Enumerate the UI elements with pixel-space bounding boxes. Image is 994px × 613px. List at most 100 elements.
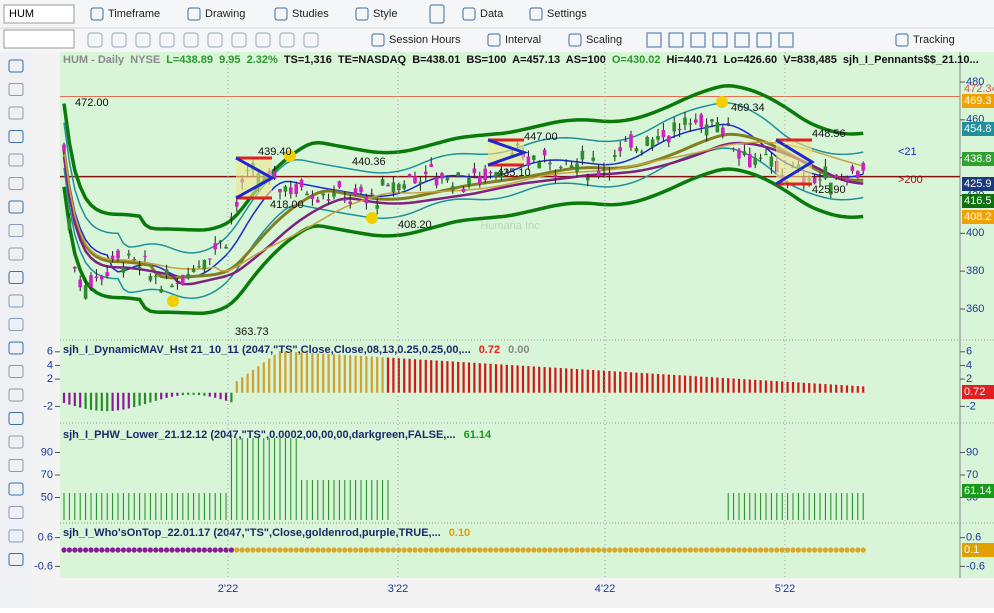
- state-dot: [110, 547, 116, 553]
- y-tick-label: 6: [966, 346, 972, 358]
- toolbar-button[interactable]: Timeframe: [108, 8, 160, 20]
- toolbar-button[interactable]: Drawing: [205, 8, 245, 20]
- state-dot: [531, 547, 537, 553]
- toolbar-icon: [668, 32, 684, 48]
- state-dot: [569, 547, 575, 553]
- state-dot: [272, 547, 278, 553]
- state-dot: [779, 547, 785, 553]
- state-dot: [169, 547, 175, 553]
- state-dot: [282, 547, 288, 553]
- tool-icon: [8, 482, 24, 496]
- candle: [397, 183, 401, 191]
- state-dot: [358, 547, 364, 553]
- y-tick-label: -2: [966, 400, 976, 412]
- state-dot: [137, 547, 143, 553]
- state-dot: [628, 547, 634, 553]
- candle: [499, 170, 504, 178]
- x-tick-label: 4'22: [595, 583, 615, 595]
- state-dot: [714, 547, 721, 553]
- y-tick-label: 2: [966, 373, 972, 385]
- toolbar-icon: [279, 32, 295, 48]
- annotation: 435.10: [497, 167, 531, 179]
- state-dot: [99, 547, 105, 553]
- candle: [823, 166, 828, 179]
- toolbar-icon: [646, 32, 662, 48]
- annotation: <21: [898, 146, 917, 158]
- candle: [677, 128, 682, 131]
- state-dot: [617, 547, 623, 553]
- toolbar-icon: [274, 7, 288, 21]
- candle: [753, 157, 757, 165]
- candle: [526, 156, 531, 166]
- pivot-dot: [284, 150, 296, 162]
- candle: [715, 122, 720, 133]
- candle: [645, 136, 649, 146]
- candle: [375, 205, 379, 209]
- candle: [726, 123, 730, 125]
- state-dot: [504, 547, 510, 553]
- candle: [704, 124, 709, 136]
- y-tick-label: 360: [966, 303, 984, 315]
- annotation: 425.90: [812, 184, 846, 196]
- state-dot: [525, 547, 532, 553]
- state-dot: [461, 547, 467, 553]
- candle: [748, 153, 752, 168]
- symbol-input[interactable]: [3, 4, 75, 24]
- pivot-dot: [167, 295, 179, 307]
- candle: [812, 177, 817, 184]
- toolbar-button[interactable]: Interval: [505, 34, 541, 46]
- x-tick-label: 5'22: [775, 583, 795, 595]
- state-dot: [509, 547, 515, 553]
- toolbar-button[interactable]: Tracking: [913, 34, 955, 46]
- candle: [548, 162, 552, 165]
- toolbar-button[interactable]: Data: [480, 8, 504, 20]
- y-tick-label: 4: [966, 359, 972, 371]
- pivot-dot: [716, 96, 728, 108]
- state-dot: [817, 547, 823, 553]
- state-dot: [223, 547, 229, 553]
- toolbar-icon: [429, 4, 445, 24]
- toolbar-button[interactable]: Scaling: [586, 34, 622, 46]
- input[interactable]: [3, 29, 75, 49]
- state-dot: [520, 547, 526, 553]
- candle: [418, 181, 423, 184]
- toolbar-button[interactable]: Style: [373, 8, 397, 20]
- state-dot: [191, 547, 197, 553]
- price-tag-label: 472.34: [964, 83, 994, 95]
- candle: [186, 274, 190, 279]
- indicator-value: 0.10: [449, 527, 470, 539]
- candle: [667, 135, 671, 143]
- candle: [856, 170, 860, 178]
- state-dot: [768, 547, 775, 553]
- state-dot: [207, 547, 213, 553]
- y-tick-label: 400: [966, 227, 984, 239]
- candle: [494, 172, 498, 177]
- state-dot: [299, 547, 305, 553]
- state-dot: [261, 547, 267, 553]
- candle: [294, 184, 298, 194]
- price-tag-label: 416.5: [964, 195, 992, 207]
- state-dot: [407, 547, 413, 553]
- indicator-value: 0.72: [479, 344, 500, 356]
- state-dot: [839, 547, 845, 553]
- candle: [407, 174, 412, 177]
- toolbar-button[interactable]: Session Hours: [389, 34, 461, 46]
- toolbar-button[interactable]: Studies: [292, 8, 329, 20]
- tool-icon: [8, 59, 24, 73]
- state-dot: [304, 547, 310, 553]
- state-dot: [666, 547, 672, 553]
- candle: [845, 177, 849, 182]
- x-tick-label: 2'22: [218, 583, 238, 595]
- tool-icon: [8, 318, 24, 331]
- toolbar-icon: [111, 32, 127, 48]
- candle: [467, 177, 471, 185]
- candle: [83, 285, 88, 299]
- toolbar-button[interactable]: Settings: [547, 8, 587, 20]
- toolbar-icon: [90, 7, 104, 21]
- candle: [202, 260, 207, 270]
- candle: [488, 171, 493, 174]
- state-dot: [833, 547, 839, 553]
- candle: [456, 172, 460, 177]
- y-tick-label: -0.6: [966, 560, 985, 572]
- state-dot: [444, 547, 450, 553]
